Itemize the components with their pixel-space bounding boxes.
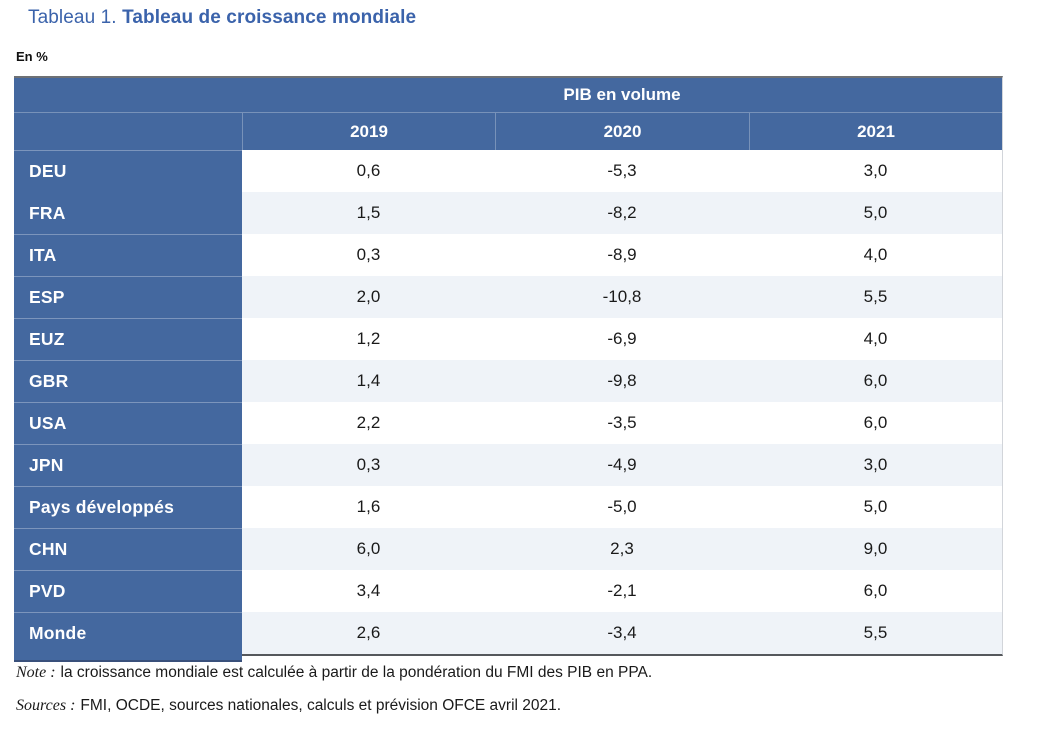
value-2020: -3,4	[495, 612, 749, 654]
value-2021: 4,0	[749, 234, 1002, 276]
row-label: ESP	[14, 276, 242, 318]
value-2019: 6,0	[242, 528, 495, 570]
table-row-jpn: JPN 0,3 -4,9 3,0	[14, 444, 1002, 486]
row-label: GBR	[14, 360, 242, 402]
year-header-2021: 2021	[749, 113, 1002, 150]
value-2021: 6,0	[749, 570, 1002, 612]
value-2019: 1,6	[242, 486, 495, 528]
value-2021: 3,0	[749, 150, 1002, 192]
value-2021: 4,0	[749, 318, 1002, 360]
value-2021: 5,5	[749, 276, 1002, 318]
growth-table: PIB en volume 2019 2020 2021 DEU 0,6 -5,…	[14, 76, 1003, 662]
row-label: Monde	[14, 612, 242, 654]
year-header-2019: 2019	[242, 113, 495, 150]
value-2020: 2,3	[495, 528, 749, 570]
table-row-monde: Monde 2,6 -3,4 5,5	[14, 612, 1002, 654]
value-2020: -10,8	[495, 276, 749, 318]
title-prefix: Tableau 1.	[28, 7, 117, 28]
value-2019: 1,2	[242, 318, 495, 360]
table-row-deu: DEU 0,6 -5,3 3,0	[14, 150, 1002, 192]
value-2021: 5,5	[749, 612, 1002, 654]
table-body: DEU 0,6 -5,3 3,0 FRA 1,5 -8,2 5,0 ITA 0,…	[14, 150, 1002, 654]
value-2019: 3,4	[242, 570, 495, 612]
note-label: Note :	[16, 664, 56, 681]
spanning-header-cell: PIB en volume	[563, 85, 681, 104]
value-2020: -5,0	[495, 486, 749, 528]
value-2019: 2,2	[242, 402, 495, 444]
note-text: la croissance mondiale est calculée à pa…	[60, 664, 653, 681]
title-text: Tableau de croissance mondiale	[122, 7, 417, 28]
table-row-usa: USA 2,2 -3,5 6,0	[14, 402, 1002, 444]
value-2020: -2,1	[495, 570, 749, 612]
header-corner-cell	[14, 78, 242, 112]
table-row-pays-developpes: Pays développés 1,6 -5,0 5,0	[14, 486, 1002, 528]
value-2021: 3,0	[749, 444, 1002, 486]
value-2019: 0,6	[242, 150, 495, 192]
table-row-pvd: PVD 3,4 -2,1 6,0	[14, 570, 1002, 612]
row-label: Pays développés	[14, 486, 242, 528]
value-2019: 2,6	[242, 612, 495, 654]
value-2021: 5,0	[749, 192, 1002, 234]
table-note: Note : la croissance mondiale est calculé…	[16, 664, 652, 682]
value-2019: 0,3	[242, 234, 495, 276]
value-2021: 9,0	[749, 528, 1002, 570]
year-header-2020: 2020	[495, 113, 749, 150]
row-label: EUZ	[14, 318, 242, 360]
row-label: FRA	[14, 192, 242, 234]
value-2021: 6,0	[749, 402, 1002, 444]
sources-label: Sources :	[16, 697, 76, 714]
sources-text: FMI, OCDE, sources nationales, calculs e…	[80, 697, 562, 714]
table-row-ita: ITA 0,3 -8,9 4,0	[14, 234, 1002, 276]
table-row-fra: FRA 1,5 -8,2 5,0	[14, 192, 1002, 234]
value-2020: -8,9	[495, 234, 749, 276]
row-label: ITA	[14, 234, 242, 276]
value-2020: -3,5	[495, 402, 749, 444]
row-label: USA	[14, 402, 242, 444]
value-2019: 0,3	[242, 444, 495, 486]
table-header-top: PIB en volume	[14, 78, 1002, 113]
row-label: JPN	[14, 444, 242, 486]
row-label: PVD	[14, 570, 242, 612]
table-sources: Sources : FMI, OCDE, sources nationales, …	[16, 697, 561, 715]
value-2021: 5,0	[749, 486, 1002, 528]
header-corner-cell	[14, 113, 242, 150]
table-row-chn: CHN 6,0 2,3 9,0	[14, 528, 1002, 570]
value-2020: -4,9	[495, 444, 749, 486]
table-row-esp: ESP 2,0 -10,8 5,5	[14, 276, 1002, 318]
value-2020: -9,8	[495, 360, 749, 402]
table-row-gbr: GBR 1,4 -9,8 6,0	[14, 360, 1002, 402]
row-label: CHN	[14, 528, 242, 570]
label-column-extension	[14, 654, 242, 662]
table-header-years: 2019 2020 2021	[14, 113, 1002, 150]
value-2019: 2,0	[242, 276, 495, 318]
page-title: Tableau 1. Tableau de croissance mondial…	[28, 7, 416, 29]
value-2020: -5,3	[495, 150, 749, 192]
value-2019: 1,4	[242, 360, 495, 402]
value-2020: -6,9	[495, 318, 749, 360]
table-row-euz: EUZ 1,2 -6,9 4,0	[14, 318, 1002, 360]
unit-label: En %	[16, 49, 48, 64]
value-2019: 1,5	[242, 192, 495, 234]
row-label: DEU	[14, 150, 242, 192]
value-2021: 6,0	[749, 360, 1002, 402]
value-2020: -8,2	[495, 192, 749, 234]
